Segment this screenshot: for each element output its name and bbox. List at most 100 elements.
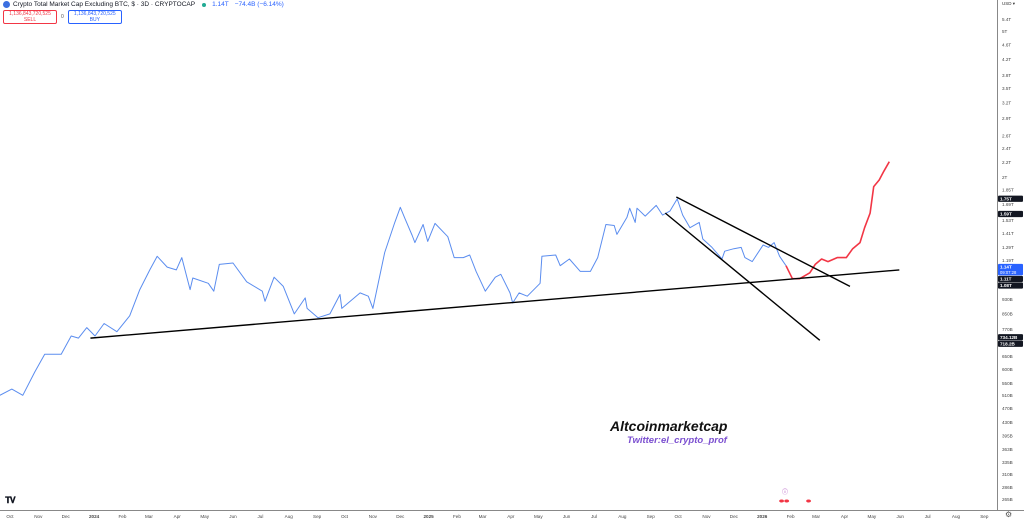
price-change: −74.4B (−6.14%) <box>234 1 284 8</box>
trade-panel: 1,136,843,720,525 SELL 0 1,136,843,720,5… <box>3 10 122 24</box>
sell-button[interactable]: 1,136,843,720,525 SELL <box>3 10 57 24</box>
x-tick-label: Dec <box>396 514 405 519</box>
chart-header: Crypto Total Market Cap Excluding BTC, $… <box>3 1 284 8</box>
upper-descending-trendline <box>675 196 851 288</box>
y-tick-label: 3.2T <box>1002 100 1011 105</box>
x-tick-label: Jul <box>591 514 597 519</box>
us-flag-icon[interactable]: ⬬ <box>806 499 812 505</box>
y-tick-label: 310B <box>1002 472 1013 477</box>
x-tick-label: Feb <box>118 514 126 519</box>
x-tick-label: Jul <box>925 514 931 519</box>
x-tick-label: Jun <box>229 514 237 519</box>
time-axis[interactable] <box>0 510 1024 521</box>
x-tick-label: Mar <box>145 514 153 519</box>
price-label-box <box>998 340 1023 347</box>
y-tick-label: 3.5T <box>1002 86 1011 91</box>
y-tick-label: 3.8T <box>1002 73 1011 78</box>
x-tick-label: Aug <box>285 514 294 519</box>
x-tick-label: Feb <box>787 514 795 519</box>
price-label-box <box>998 263 1023 276</box>
countdown-label: 09:07:28 <box>1000 270 1017 275</box>
us-flag-icon[interactable]: ⬬⬬ <box>779 499 790 505</box>
x-tick-label: Oct <box>341 514 349 519</box>
y-tick-label: 335B <box>1002 460 1013 465</box>
sell-label: SELL <box>23 17 37 23</box>
y-tick-label: 5T <box>1002 29 1008 34</box>
x-tick-label: Feb <box>453 514 461 519</box>
price-label: 1.14T <box>1000 265 1012 270</box>
x-tick-label: Apr <box>841 514 849 519</box>
y-tick-label: 2.9T <box>1002 116 1011 121</box>
y-tick-label: 650B <box>1002 354 1013 359</box>
y-tick-label: 2.6T <box>1002 133 1011 138</box>
market-status-dot <box>202 2 207 7</box>
y-tick-label: 550B <box>1002 381 1013 386</box>
x-tick-label: Aug <box>952 514 961 519</box>
price-scale[interactable] <box>997 0 1024 510</box>
price-label: 1.59T <box>1000 212 1012 217</box>
x-tick-label: Apr <box>174 514 182 519</box>
y-tick-label: 395B <box>1002 434 1013 439</box>
y-tick-label: 770B <box>1002 327 1013 332</box>
price-label-box <box>998 210 1023 218</box>
x-tick-label: Dec <box>730 514 739 519</box>
x-tick-label: Sep <box>647 514 656 519</box>
y-tick-label: 600B <box>1002 367 1013 372</box>
price-label-box <box>998 275 1023 283</box>
y-tick-label: 265B <box>1002 497 1013 502</box>
y-tick-label: 4.2T <box>1002 57 1011 62</box>
y-tick-label: 1.41T <box>1002 231 1014 236</box>
tradingview-logo[interactable]: 𝐓𝐕 <box>5 495 16 505</box>
buy-price: 1,136,843,720,525 <box>73 11 116 17</box>
lower-descending-trendline <box>664 212 821 341</box>
x-tick-label: Sep <box>313 514 322 519</box>
watermark-subtitle: Twitter:el_crypto_prof <box>627 435 727 446</box>
gear-icon[interactable]: ⚙ <box>1005 510 1013 519</box>
y-tick-label: 1.85T <box>1002 188 1014 193</box>
currency-selector[interactable]: USD ▾ <box>1002 1 1016 6</box>
spread: 0 <box>61 14 64 20</box>
sell-price: 1,136,843,720,525 <box>9 11 51 17</box>
lightning-icon[interactable]: ⓘ <box>782 490 789 496</box>
x-tick-label: May <box>200 514 209 519</box>
buy-label: BUY <box>89 17 100 23</box>
price-label: 718.2B <box>1000 341 1015 346</box>
x-tick-label: Nov <box>369 514 378 519</box>
y-tick-label: 1.19T <box>1002 258 1014 263</box>
buy-button[interactable]: 1,136,843,720,525 BUY <box>67 10 122 24</box>
y-tick-label: 2.2T <box>1002 160 1011 165</box>
x-tick-label: Sep <box>980 514 989 519</box>
projection-series-line <box>785 161 890 280</box>
y-tick-label: 2.4T <box>1002 146 1011 151</box>
price-label: 1.75T <box>1000 196 1012 201</box>
x-tick-label: Jun <box>897 514 905 519</box>
y-tick-label: 430B <box>1002 420 1013 425</box>
x-tick-label: Aug <box>618 514 627 519</box>
last-price: 1.14T <box>212 1 229 8</box>
price-label: 1.11T <box>1000 277 1012 282</box>
y-tick-label: 286B <box>1002 485 1013 490</box>
price-label-box <box>998 334 1023 341</box>
x-tick-label: Jul <box>257 514 263 519</box>
y-tick-label: 1.69T <box>1002 202 1014 207</box>
x-tick-label: Dec <box>62 514 71 519</box>
y-tick-label: 363B <box>1002 447 1013 452</box>
x-tick-label: Apr <box>507 514 515 519</box>
symbol-icon <box>3 1 10 8</box>
x-tick-label: 2026 <box>757 514 768 519</box>
y-tick-label: 5.4T <box>1002 17 1011 22</box>
x-tick-label: Mar <box>812 514 820 519</box>
symbol-title[interactable]: Crypto Total Market Cap Excluding BTC, $… <box>13 1 196 8</box>
x-tick-label: 2024 <box>89 514 100 519</box>
x-tick-label: May <box>868 514 877 519</box>
x-tick-label: Oct <box>6 514 14 519</box>
price-label: 734.12B <box>1000 335 1018 340</box>
y-tick-label: 4.6T <box>1002 42 1011 47</box>
y-tick-label: 930B <box>1002 297 1013 302</box>
price-series-line <box>0 198 787 396</box>
x-tick-label: Nov <box>34 514 43 519</box>
price-label-box <box>998 282 1023 289</box>
x-tick-label: Mar <box>479 514 487 519</box>
y-tick-label: 510B <box>1002 393 1013 398</box>
